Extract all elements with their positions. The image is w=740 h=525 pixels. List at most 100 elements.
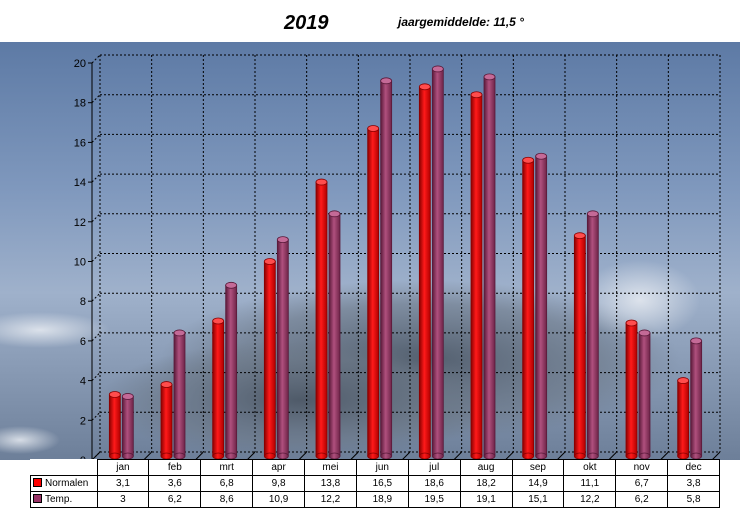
bar-temp-jun	[380, 77, 393, 460]
grid-line-floor	[91, 451, 101, 460]
bar-temp-aug	[483, 73, 496, 460]
table-category-cell: jan	[96, 459, 150, 476]
y-tick-label: 12	[74, 217, 86, 229]
table-value-cell: 10,9	[252, 491, 305, 508]
bar-normalen-jan	[108, 391, 121, 460]
table-category-cell: jun	[355, 459, 409, 476]
bar-temp-dec	[690, 337, 703, 460]
grid-line-floor	[246, 451, 256, 460]
table-category-cell: feb	[148, 459, 202, 476]
table-value-cell: 18,6	[407, 475, 461, 492]
table-value-cell: 19,5	[407, 491, 461, 508]
grid-line-side	[91, 411, 101, 421]
table-value-cell: 12,2	[304, 491, 357, 508]
bar-normalen-feb	[160, 381, 173, 460]
table-category-cell: sep	[511, 459, 565, 476]
table-value-cell: 3,1	[96, 475, 150, 492]
y-tick-label: 14	[74, 177, 86, 189]
table-value-cell: 5,8	[667, 491, 720, 508]
table-category-cell: mrt	[200, 459, 254, 476]
table-value-cell: 3	[96, 491, 150, 508]
grid-line-floor	[659, 451, 669, 460]
y-tick-label: 0	[80, 455, 86, 460]
table-value-cell: 14,9	[511, 475, 565, 492]
table-value-cell: 6,7	[615, 475, 669, 492]
bar-temp-jul	[431, 65, 444, 460]
table-value-cell: 3,6	[148, 475, 202, 492]
grid-line-side	[91, 372, 101, 381]
table-value-cell: 18,9	[355, 491, 409, 508]
grid-line-floor	[711, 451, 721, 460]
table-value-cell: 6,2	[148, 491, 202, 508]
grid-line-side	[91, 94, 101, 104]
grid-line-floor	[298, 451, 308, 460]
table-category-cell: jul	[407, 459, 461, 476]
y-tick-label: 10	[74, 257, 86, 269]
legend-swatch	[33, 494, 42, 503]
bar-normalen-nov	[625, 319, 638, 460]
table-value-cell: 9,8	[252, 475, 305, 492]
bar-normalen-jul	[418, 83, 431, 460]
y-tick-label: 8	[80, 296, 86, 308]
grid-line-floor	[556, 451, 566, 460]
table-corner	[30, 459, 98, 476]
bar-temp-okt	[586, 210, 599, 460]
bar-temp-sep	[535, 152, 548, 460]
y-tick-label: 16	[74, 137, 86, 149]
table-category-cell: nov	[615, 459, 669, 476]
legend-label: Normalen	[45, 478, 89, 489]
grid-line-floor	[453, 451, 463, 460]
table-value-cell: 3,8	[667, 475, 720, 492]
bar-normalen-mei	[315, 178, 328, 460]
y-tick-label: 4	[80, 376, 86, 388]
bar-temp-nov	[638, 329, 651, 460]
grid-line-floor	[194, 451, 204, 460]
bars	[108, 65, 703, 460]
chart-title: 2019	[284, 12, 329, 34]
bar-temp-apr	[276, 236, 289, 460]
data-table: jan feb mrt apr mei jun jul aug sep okt nov dec Nor…	[30, 459, 720, 508]
bar-normalen-okt	[573, 232, 586, 460]
table-category-cell: aug	[459, 459, 513, 476]
table-row-normalen: Normalen 3,1 3,6 6,8 9,8 13,8 16,5 18,6 18,2 14,9…	[30, 475, 720, 492]
table-value-cell: 19,1	[459, 491, 513, 508]
bar-normalen-sep	[522, 156, 535, 460]
bar-normalen-apr	[263, 258, 276, 460]
grid-line-floor	[504, 451, 514, 460]
y-tick-label: 6	[80, 336, 86, 348]
grid-line-side	[91, 173, 101, 183]
bar-chart: 02468101214161820 janfebmrtaprmeijunjula…	[0, 42, 740, 460]
table-value-cell: 18,2	[459, 475, 513, 492]
legend-swatch	[33, 478, 42, 487]
y-axis: 0 2 4 6 8 10 12 14 16 18 20	[74, 58, 92, 460]
bar-normalen-mrt	[212, 317, 225, 460]
table-row-temp: Temp. 3 6,2 8,6 10,9 12,2 18,9 19,5 19,1 15,1 12,2…	[30, 491, 720, 508]
bar-temp-mrt	[225, 281, 238, 460]
legend-entry: Normalen	[30, 475, 98, 492]
bar-normalen-jun	[367, 125, 380, 460]
table-category-cell: mei	[304, 459, 357, 476]
table-value-cell: 12,2	[563, 491, 617, 508]
chart-subtitle: jaargemiddelde: 11,5 °	[398, 15, 524, 29]
y-tick-label: 2	[80, 415, 86, 427]
table-category-cell: okt	[563, 459, 617, 476]
y-tick-label: 18	[74, 98, 86, 110]
table-category-cell: dec	[667, 459, 720, 476]
bar-normalen-aug	[470, 91, 483, 460]
table-header-row: jan feb mrt apr mei jun jul aug sep okt nov dec	[30, 459, 720, 476]
grid-line-side	[91, 253, 101, 262]
grid-line-floor	[349, 451, 359, 460]
grid-line-side	[91, 134, 101, 143]
grid-line-floor	[143, 451, 153, 460]
legend-entry: Temp.	[30, 491, 98, 508]
table-value-cell: 16,5	[355, 475, 409, 492]
legend-label: Temp.	[45, 494, 73, 505]
bar-temp-jan	[121, 393, 134, 460]
table-value-cell: 6,8	[200, 475, 254, 492]
table-value-cell: 8,6	[200, 491, 254, 508]
bar-normalen-dec	[677, 377, 690, 460]
grid-line-side	[91, 213, 101, 223]
table-value-cell: 13,8	[304, 475, 357, 492]
chart-grid	[91, 54, 721, 460]
grid-line-side	[91, 292, 101, 302]
